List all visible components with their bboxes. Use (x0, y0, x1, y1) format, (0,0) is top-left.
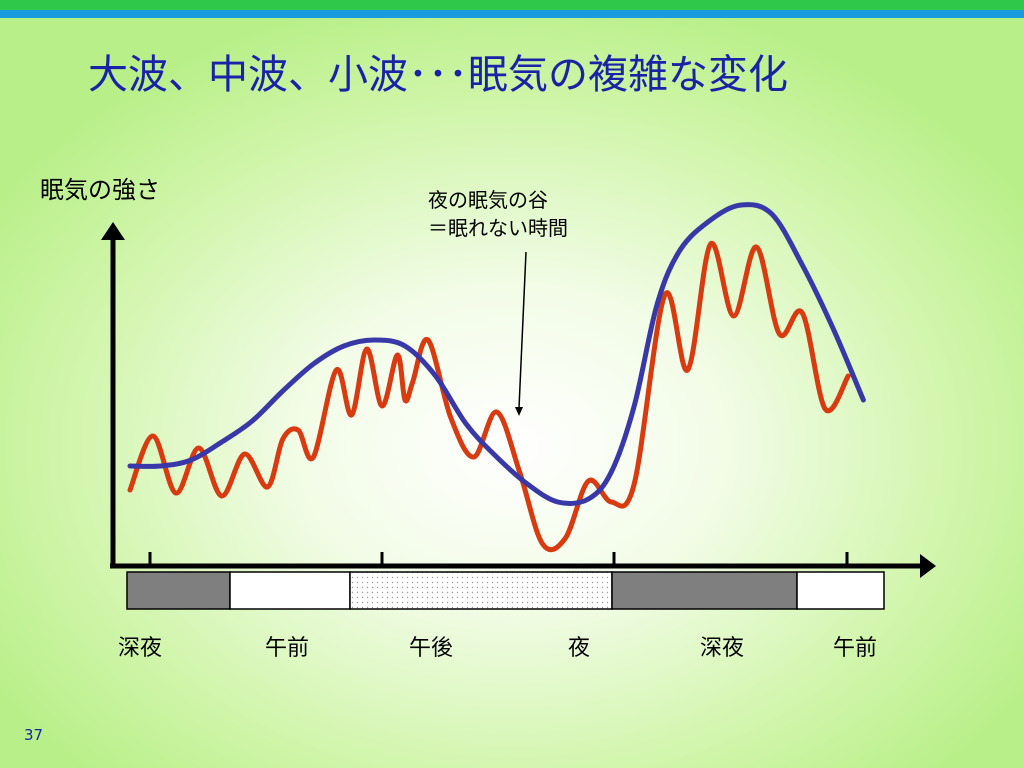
x-axis-arrowhead (920, 554, 936, 578)
annotation-pointer (518, 251, 527, 409)
page-number: 37 (24, 726, 44, 744)
time-label-afternoon: 午後 (409, 636, 454, 661)
band-morning-2 (796, 571, 885, 610)
y-axis-label: 眠気の強さ (40, 176, 160, 204)
band-afternoon (349, 571, 613, 610)
fast-wave-series-line (127, 241, 851, 553)
top-green-bar (0, 0, 1024, 10)
slow-wave-series-line (127, 202, 866, 506)
time-label-night: 夜 (568, 636, 591, 661)
band-night (611, 571, 798, 610)
annotation-pointer-head (515, 407, 523, 416)
time-label-late-night: 深夜 (118, 636, 163, 661)
time-label-morning-2: 午前 (833, 636, 878, 661)
time-label-late-night-2: 深夜 (700, 636, 745, 661)
night-dip-annotation: 夜の眠気の谷 ＝眠れない時間 (428, 186, 568, 242)
y-axis-arrowhead (101, 222, 125, 240)
band-late-night (126, 571, 231, 610)
annotation-line-1: 夜の眠気の谷 (428, 188, 548, 212)
time-label-morning: 午前 (265, 636, 310, 661)
annotation-line-2: ＝眠れない時間 (428, 216, 568, 240)
band-morning (229, 571, 351, 610)
top-blue-bar (0, 10, 1024, 18)
slide-title: 大波、中波、小波･･･眠気の複雑な変化 (88, 52, 788, 98)
